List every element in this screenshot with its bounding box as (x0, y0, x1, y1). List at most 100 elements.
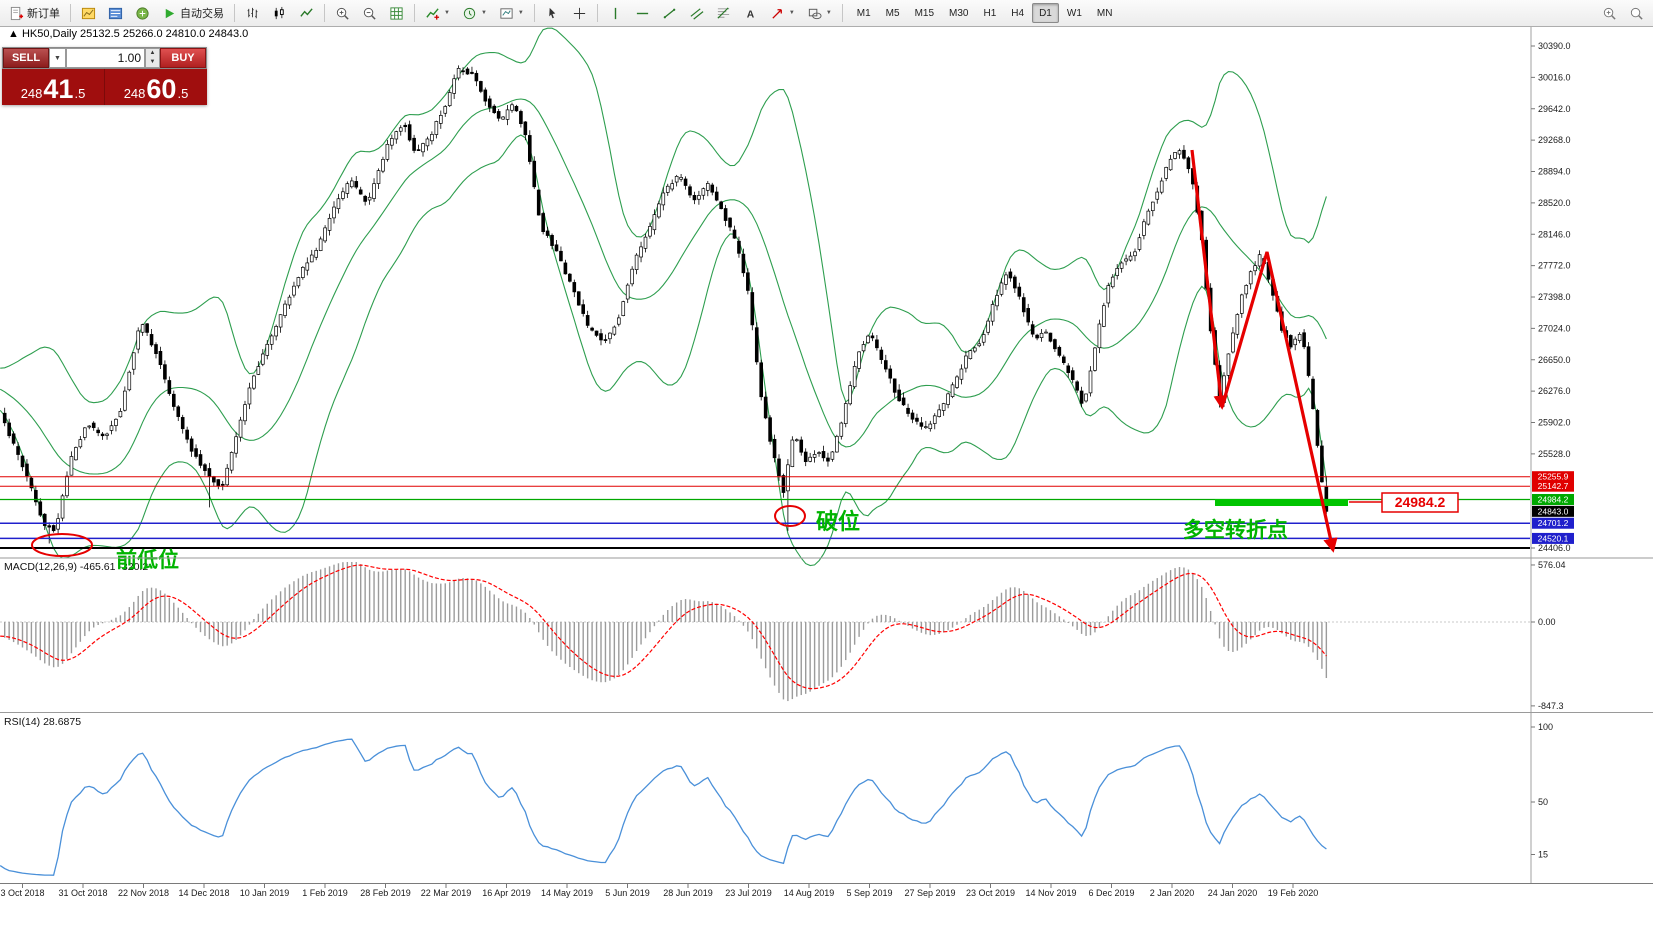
date-label: 1 Feb 2019 (302, 888, 348, 898)
macd-axis-label: 0.00 (1538, 617, 1556, 627)
date-label: 31 Oct 2018 (58, 888, 107, 898)
arrows-dropdown[interactable]: ▼ (788, 10, 795, 16)
timeframe-group: M1 M5 M15 M30 H1 H4 D1 W1 MN (850, 3, 1120, 23)
price-tag-text: 24843.0 (1538, 506, 1569, 516)
horizontal-line-button[interactable] (630, 2, 655, 24)
price-tag-text: 25142.7 (1538, 481, 1569, 491)
grid-button[interactable] (384, 2, 409, 24)
timeframe-m15[interactable]: M15 (908, 3, 941, 23)
price-callout-text: 24984.2 (1395, 494, 1446, 510)
indicators-button[interactable]: ▼ (420, 2, 455, 24)
volume-up-icon[interactable]: ▲ (149, 50, 156, 56)
price-callout-box (1381, 492, 1459, 513)
date-label: 14 May 2019 (541, 888, 593, 898)
date-label: 14 Aug 2019 (784, 888, 835, 898)
timeframe-mn[interactable]: MN (1090, 3, 1120, 23)
date-label: 14 Dec 2018 (178, 888, 229, 898)
grid-icon (389, 6, 404, 21)
zoom-view-button[interactable] (1624, 2, 1649, 24)
periods-clock-icon (462, 6, 477, 21)
macd-panel: MACD(12,26,9) -465.61 -320.2 (0, 561, 1530, 702)
timeframe-h1[interactable]: H1 (976, 3, 1003, 23)
price-axis-label: 28894.0 (1538, 167, 1571, 177)
timeframe-h4[interactable]: H4 (1004, 3, 1031, 23)
navigator-icon (135, 6, 150, 21)
crosshair-button[interactable] (567, 2, 592, 24)
new-order-icon (9, 6, 24, 21)
timeframe-w1[interactable]: W1 (1060, 3, 1089, 23)
sell-price-suffix: .5 (74, 85, 86, 101)
zoom-in-button[interactable] (330, 2, 355, 24)
sell-price[interactable]: 248 41.5 (2, 69, 104, 105)
breakout-label: 破位 (816, 509, 860, 534)
zoom-search-button[interactable] (1597, 2, 1622, 24)
timeframe-m30[interactable]: M30 (942, 3, 975, 23)
level-lines[interactable] (0, 476, 1530, 549)
date-label: 5 Sep 2019 (846, 888, 892, 898)
price-axis-label: 26276.0 (1538, 386, 1571, 396)
date-label: 24 Jan 2020 (1208, 888, 1258, 898)
cursor-button[interactable] (540, 2, 565, 24)
line-chart-icon (299, 6, 314, 21)
price-axis-label: 29268.0 (1538, 135, 1571, 145)
separator (70, 4, 71, 22)
toolbar-right-group (1597, 2, 1649, 24)
templates-button[interactable]: ▼ (494, 2, 529, 24)
navigator-button[interactable] (130, 2, 155, 24)
templates-dropdown[interactable]: ▼ (517, 10, 524, 16)
autotrade-button[interactable]: 自动交易 (157, 2, 229, 24)
bar-chart-button[interactable] (240, 2, 265, 24)
one-click-trading-panel: SELL ▼ 1.00 ▲ ▼ BUY 248 41.5 248 60.5 (2, 47, 207, 105)
market-watch-button[interactable] (103, 2, 128, 24)
new-order-button[interactable]: 新订单 (4, 2, 65, 24)
vertical-line-button[interactable] (603, 2, 628, 24)
text-label-button[interactable]: A (738, 2, 763, 24)
date-label: 14 Nov 2019 (1025, 888, 1076, 898)
line-chart-button[interactable] (294, 2, 319, 24)
arrows-button[interactable]: ▼ (765, 2, 800, 24)
volume-preset-dropdown[interactable]: ▼ (49, 48, 66, 68)
fibonacci-icon (716, 6, 731, 21)
separator (841, 4, 843, 22)
vertical-line-icon (608, 6, 623, 21)
shapes-button[interactable]: ▼ (802, 2, 837, 24)
price-axis-label: 29642.0 (1538, 104, 1571, 114)
date-label: 2 Jan 2020 (1150, 888, 1195, 898)
price-axis-label: 27024.0 (1538, 323, 1571, 333)
charts-window-button[interactable] (76, 2, 101, 24)
buy-price[interactable]: 248 60.5 (104, 69, 207, 105)
price-tag (1532, 517, 1574, 529)
equidistant-channel-button[interactable] (684, 2, 709, 24)
candlestick-chart-button[interactable] (267, 2, 292, 24)
date-label: 16 Apr 2019 (482, 888, 531, 898)
date-label: 10 Jan 2019 (240, 888, 290, 898)
price-axis-label: 28520.0 (1538, 198, 1571, 208)
timeframe-m5[interactable]: M5 (879, 3, 907, 23)
price-tag (1532, 480, 1574, 492)
separator (533, 4, 535, 22)
date-label: 22 Mar 2019 (421, 888, 472, 898)
periods-dropdown[interactable]: ▼ (480, 10, 487, 16)
timeframe-m1[interactable]: M1 (850, 3, 878, 23)
fibonacci-button[interactable] (711, 2, 736, 24)
timeframe-d1[interactable]: D1 (1032, 3, 1059, 23)
date-label: 22 Nov 2018 (118, 888, 169, 898)
sell-button[interactable]: SELL (3, 48, 49, 68)
separator (324, 4, 325, 22)
separator (596, 4, 598, 22)
buy-button[interactable]: BUY (160, 48, 206, 68)
buy-price-prefix: 248 (123, 85, 146, 101)
volume-input[interactable]: 1.00 (66, 48, 145, 68)
annotations[interactable]: 前低位 破位 多空转折点 24984.2 (31, 149, 1459, 572)
volume-down-icon[interactable]: ▼ (149, 59, 156, 65)
trendline-button[interactable] (657, 2, 682, 24)
price-tag-text: 24701.2 (1538, 518, 1569, 528)
shapes-dropdown[interactable]: ▼ (825, 10, 832, 16)
volume-stepper[interactable]: ▲ ▼ (145, 48, 160, 68)
indicators-dropdown[interactable]: ▼ (444, 10, 450, 16)
quote-prices-row: 248 41.5 248 60.5 (2, 69, 207, 105)
date-label: 23 Jul 2019 (725, 888, 772, 898)
periods-button[interactable]: ▼ (457, 2, 492, 24)
zoom-out-button[interactable] (357, 2, 382, 24)
